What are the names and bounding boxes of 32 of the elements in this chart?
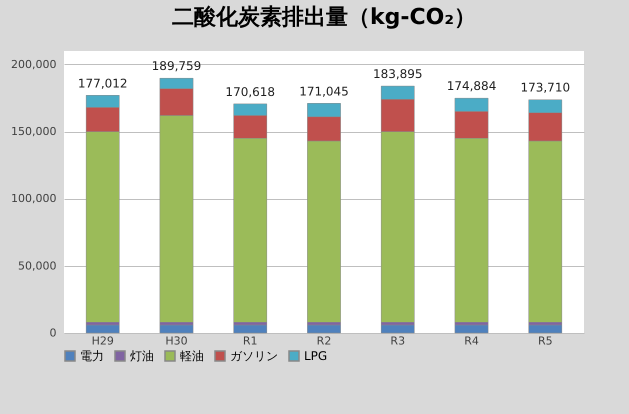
x-tick-label: H29	[92, 334, 114, 348]
legend-label: ガソリン	[230, 349, 278, 363]
x-tick-label: R2	[316, 334, 332, 348]
total-label: 183,895	[372, 67, 423, 82]
x-tick-label: R1	[242, 334, 258, 348]
bar	[380, 324, 415, 334]
bar	[233, 324, 268, 334]
legend-label: 電力	[80, 349, 104, 363]
total-label: 171,045	[299, 84, 349, 98]
bar	[160, 324, 194, 334]
total-label: 173,710	[520, 80, 570, 95]
bar	[454, 324, 488, 334]
y-tick-label: 50,000	[18, 259, 56, 272]
x-tick-label: R3	[390, 334, 406, 348]
total-label: 189,759	[152, 59, 202, 74]
y-tick-label: 0	[50, 326, 56, 340]
x-tick-label: R4	[464, 334, 479, 348]
legend-label: 灯油	[130, 349, 154, 363]
y-tick-label: 200,000	[11, 58, 56, 71]
y-tick-label: 150,000	[11, 125, 56, 138]
chart-title: 二酸化炭素排出量（kg-CO₂）	[172, 5, 476, 30]
total-label: 174,884	[446, 79, 496, 94]
bar	[86, 324, 120, 334]
bar	[528, 324, 562, 334]
x-tick-label: H30	[165, 334, 188, 348]
total-label: 170,618	[225, 84, 276, 99]
legend-label: 軽油	[180, 349, 204, 363]
total-label: 177,012	[78, 76, 128, 90]
bar	[307, 324, 341, 334]
y-tick-label: 100,000	[11, 192, 56, 206]
x-tick-label: R5	[538, 334, 553, 348]
legend-label: LPG	[304, 349, 328, 363]
